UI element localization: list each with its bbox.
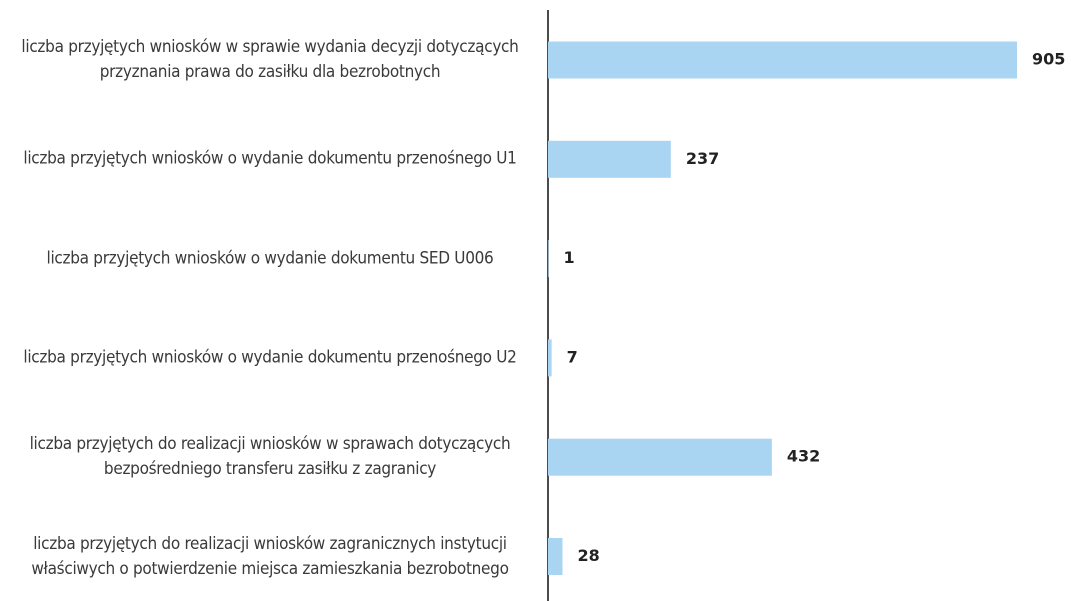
category-label: liczba przyjętych wniosków o wydanie dok… [23,148,517,169]
category-label: liczba przyjętych wniosków o wydanie dok… [46,248,494,269]
bar [548,240,549,278]
bar [548,438,772,476]
value-label: 432 [787,447,820,466]
value-label: 28 [578,546,600,565]
bar [548,140,671,178]
value-label: 7 [567,347,578,366]
bar [548,339,552,377]
category-label: liczba przyjętych wniosków w sprawie wyd… [21,37,519,82]
bar [548,41,1017,79]
value-label: 1 [564,248,575,267]
value-label: 237 [686,149,719,168]
value-label: 905 [1032,50,1065,69]
bar [548,538,563,575]
category-label: liczba przyjętych do realizacji wniosków… [31,533,509,579]
category-label: liczba przyjętych do realizacji wniosków… [29,434,511,480]
category-label: liczba przyjętych wniosków o wydanie dok… [23,347,517,368]
